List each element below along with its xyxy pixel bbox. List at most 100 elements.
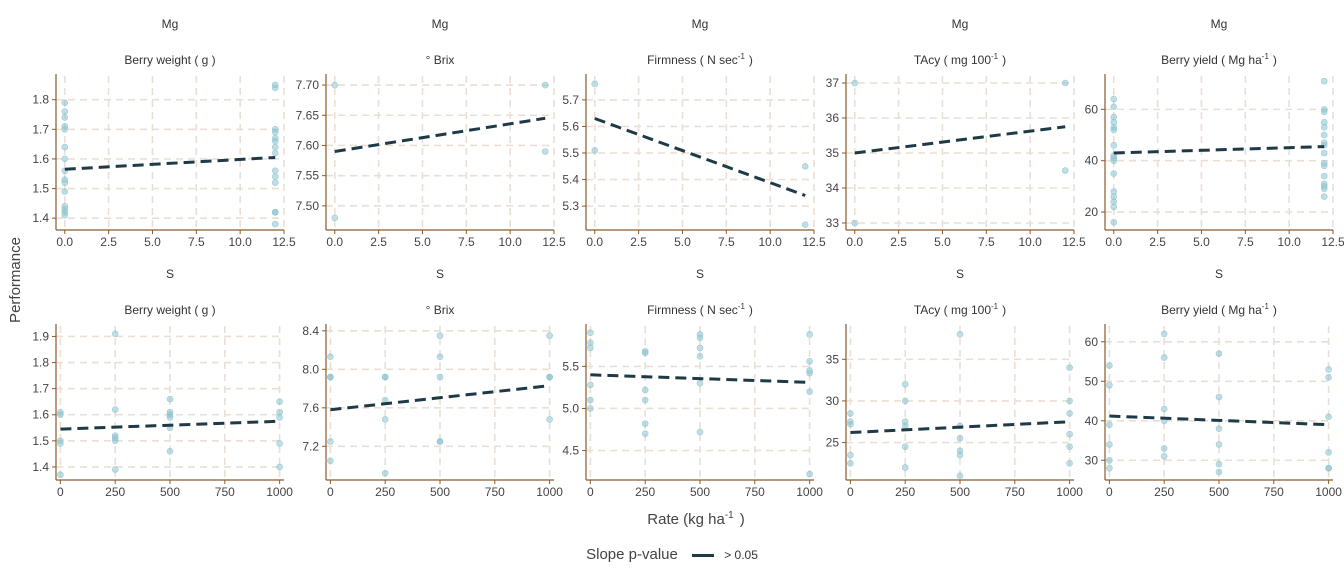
data-point: [61, 188, 69, 195]
y-tick-label: 7.50: [296, 199, 320, 213]
y-tick-label: 20: [1085, 205, 1099, 219]
y-tick-label: 5.5: [562, 359, 579, 373]
x-tick-label: 7.5: [188, 235, 205, 249]
y-tick-label: 35: [826, 352, 840, 366]
x-tick-label: 5.0: [414, 235, 431, 249]
panel-strip-label: S: [166, 267, 174, 281]
x-tick-label: 0.0: [1105, 235, 1122, 249]
data-point: [806, 331, 813, 338]
data-point: [166, 414, 174, 421]
x-tick-label: 7.5: [1237, 235, 1254, 249]
data-point: [1325, 464, 1332, 472]
data-point: [956, 451, 964, 459]
legend-line-key: [692, 553, 715, 557]
panel-title: TAcy ( mg 100-1): [914, 302, 1006, 317]
y-tick-label: 1.4: [32, 211, 49, 225]
y-tick-label: 5.5: [562, 146, 579, 160]
y-tick-label: 7.6: [302, 401, 319, 415]
y-tick-label: 1.8: [32, 356, 49, 370]
data-point: [61, 99, 69, 106]
data-point: [847, 451, 854, 459]
y-tick-label: 8.0: [302, 362, 319, 376]
data-point: [591, 80, 599, 88]
data-point: [1215, 441, 1223, 448]
data-point: [57, 440, 64, 447]
y-tick-label: 37: [826, 76, 840, 90]
y-tick-label: 7.65: [296, 108, 320, 122]
data-point: [956, 435, 964, 442]
data-point: [1325, 374, 1332, 381]
data-point: [271, 167, 279, 175]
trend-line: [334, 116, 546, 153]
x-tick-label: 250: [635, 485, 655, 499]
y-tick-label: 36: [826, 111, 840, 125]
data-point: [1106, 464, 1113, 472]
panel-title: ° Brix: [426, 53, 455, 67]
data-point: [1320, 124, 1328, 131]
y-tick-label: 1.4: [32, 460, 49, 474]
data-point: [1320, 149, 1328, 157]
data-point: [847, 410, 854, 417]
data-point: [696, 428, 704, 436]
panel: Mg ° Brix 7.50 7.55 7.60 7.65 7.70 0.0 2.5 5.0 7.5…: [296, 17, 566, 249]
data-point: [1066, 410, 1073, 417]
data-point: [587, 396, 594, 404]
x-tick-label: 12.5: [802, 235, 826, 249]
x-tick-label: 1000: [1056, 485, 1083, 499]
data-point: [901, 464, 909, 471]
data-point: [436, 373, 444, 381]
data-point: [331, 81, 339, 89]
panel-title: ° Brix: [426, 303, 455, 317]
data-point: [541, 148, 549, 155]
y-axis-label: Performance: [7, 237, 24, 323]
data-point: [271, 143, 279, 151]
x-tick-label: 250: [375, 485, 395, 499]
data-point: [61, 114, 69, 121]
data-point: [1160, 330, 1168, 338]
y-tick-label: 7.2: [302, 439, 319, 453]
data-point: [1320, 77, 1328, 85]
trend-line: [60, 419, 280, 431]
data-point: [1110, 219, 1118, 226]
x-tick-label: 0: [1106, 485, 1113, 499]
data-point: [956, 472, 964, 480]
y-tick-label: 5.3: [562, 199, 579, 213]
y-tick-label: 34: [826, 181, 840, 195]
data-point: [1061, 167, 1069, 174]
data-point: [436, 438, 444, 445]
x-tick-label: 2.5: [890, 235, 907, 249]
x-tick-label: 250: [1154, 485, 1174, 499]
data-point: [1320, 172, 1328, 180]
y-tick-label: 5.6: [562, 119, 579, 133]
data-point: [1106, 362, 1113, 369]
panel-title: Firmness ( N sec-1): [647, 302, 753, 317]
data-point: [546, 332, 553, 339]
data-point: [641, 420, 649, 427]
x-tick-label: 10.0: [1277, 235, 1301, 249]
x-tick-label: 500: [1209, 485, 1229, 499]
data-point: [1110, 203, 1118, 211]
x-tick-label: 10.0: [1018, 235, 1042, 249]
x-tick-label: 5.0: [144, 235, 161, 249]
data-point: [806, 388, 813, 395]
panel-strip-label: Mg: [692, 17, 709, 31]
x-tick-label: 12.5: [1321, 235, 1344, 249]
panel-strip-label: S: [696, 267, 704, 281]
data-point: [1160, 405, 1168, 413]
legend-entry-label: > 0.05: [724, 548, 758, 562]
x-tick-label: 5.0: [934, 235, 951, 249]
data-point: [541, 81, 549, 89]
x-tick-label: 0.0: [56, 235, 73, 249]
panel-title: TAcy ( mg 100-1): [914, 52, 1006, 67]
panels: Mg Berry weight ( g ) 1.4 1.5 1.6 1.7 1.8 0.0 2.…: [32, 17, 1344, 499]
data-point: [166, 447, 174, 455]
data-point: [1320, 185, 1328, 193]
data-point: [111, 437, 119, 445]
data-point: [436, 332, 444, 339]
data-point: [61, 211, 69, 219]
data-point: [271, 179, 279, 186]
data-point: [166, 395, 174, 403]
data-point: [851, 219, 859, 227]
y-tick-label: 40: [1085, 414, 1099, 428]
